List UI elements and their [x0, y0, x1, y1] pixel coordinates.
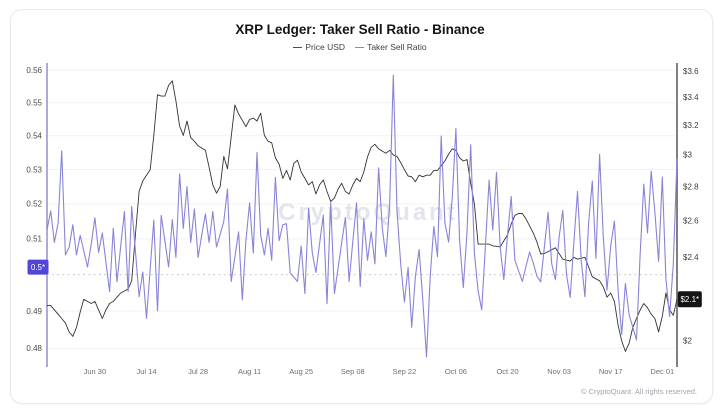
left-axis-tick-label: 0.51 — [26, 235, 42, 244]
right-axis-tick-label: $3.4 — [683, 93, 699, 102]
chart-card — [10, 9, 713, 404]
last-value-badges: 0.5* $2.1* — [27, 259, 702, 308]
x-axis-tick-label: Aug 11 — [238, 367, 261, 376]
right-axis-tick-label: $3.6 — [683, 67, 699, 76]
x-axis-tick-label: Oct 06 — [445, 367, 467, 376]
ratio-line-icon — [355, 46, 365, 48]
left-axis-tick-label: 0.56 — [26, 66, 42, 75]
x-axis-tick-label: Sep 08 — [341, 367, 365, 376]
right-axis-tick-label: $2.8 — [683, 182, 699, 191]
axis-lines — [46, 63, 678, 367]
x-axis-tick-label: Jul 28 — [188, 367, 208, 376]
right-axis-tick-label: $2.6 — [683, 216, 699, 225]
left-axis-tick-label: 0.49 — [26, 307, 42, 316]
series-line-taker-sell-ratio — [46, 74, 678, 358]
price-line-icon — [293, 46, 303, 48]
right-axis-tick-label: $3.2 — [683, 121, 699, 130]
series-lines — [46, 74, 678, 358]
price-last-value-badge-label: $2.1* — [680, 295, 699, 304]
right-axis-tick-label: $2 — [683, 337, 692, 346]
left-axis-tick-label: 0.52 — [26, 200, 42, 209]
legend-item-taker-sell-ratio[interactable]: Taker Sell Ratio — [355, 42, 427, 52]
series-line-price-usd — [46, 80, 678, 352]
chart-title: XRP Ledger: Taker Sell Ratio - Binance — [235, 22, 485, 37]
legend: Price USD Taker Sell Ratio — [0, 42, 720, 52]
ratio-last-value-badge — [27, 259, 49, 275]
price-last-value-badge — [677, 291, 702, 308]
copyright-text: © CryptoQuant. All rights reserved. — [581, 387, 697, 396]
right-axis-tick-label: $3 — [683, 151, 692, 160]
x-axis-tick-label: Sep 22 — [393, 367, 417, 376]
right-axis-tick-label: $2.4 — [683, 253, 699, 262]
x-axis-tick-label: Aug 25 — [289, 367, 313, 376]
legend-label-price-usd: Price USD — [305, 42, 346, 52]
plot-area[interactable] — [47, 63, 677, 367]
axis-tick-labels: 0.56 0.55 0.54 0.53 0.52 0.51 0.49 0.48 $3.6 $3.4… — [26, 66, 699, 376]
left-axis-tick-label: 0.48 — [26, 344, 42, 353]
legend-label-taker-sell-ratio: Taker Sell Ratio — [367, 42, 427, 52]
legend-item-price-usd[interactable]: Price USD — [293, 42, 345, 52]
x-axis-tick-label: Nov 03 — [547, 367, 571, 376]
left-axis-tick-label: 0.54 — [26, 132, 42, 141]
x-axis-tick-label: Oct 20 — [496, 367, 518, 376]
ratio-last-value-badge-label: 0.5* — [31, 263, 45, 272]
x-axis-tick-label: Dec 01 — [650, 367, 674, 376]
left-axis-tick-label: 0.55 — [26, 99, 42, 108]
left-axis-tick-label: 0.53 — [26, 165, 42, 174]
x-axis-tick-label: Nov 17 — [599, 367, 623, 376]
x-axis-tick-label: Jun 30 — [84, 367, 107, 376]
x-axis-tick-label: Jul 14 — [136, 367, 156, 376]
